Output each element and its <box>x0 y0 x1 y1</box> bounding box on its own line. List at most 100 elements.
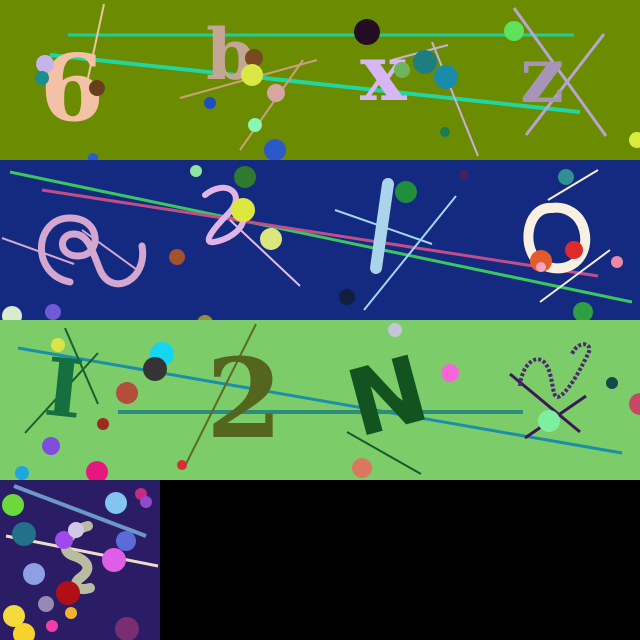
line <box>1 237 75 265</box>
dot <box>267 84 285 102</box>
dot <box>611 256 623 268</box>
dot <box>241 64 263 86</box>
line <box>539 249 611 303</box>
dot <box>441 364 459 382</box>
dot <box>140 496 152 508</box>
dot <box>395 181 417 203</box>
dot <box>504 21 524 41</box>
dot <box>2 306 22 320</box>
dot <box>68 522 84 538</box>
line <box>355 369 419 413</box>
dot <box>629 393 640 415</box>
dot <box>231 198 255 222</box>
line <box>9 170 633 304</box>
dot <box>105 492 127 514</box>
dot <box>354 19 380 45</box>
line <box>363 195 457 311</box>
dot <box>86 461 108 480</box>
line <box>17 346 623 455</box>
panel-4-canvas <box>0 480 160 640</box>
empty-area <box>160 480 640 640</box>
dot <box>234 166 256 188</box>
dot <box>352 458 372 478</box>
dot <box>116 382 138 404</box>
dot <box>15 466 29 480</box>
line <box>524 33 606 136</box>
glyph-l <box>370 178 394 274</box>
dot <box>245 49 263 67</box>
line <box>13 484 147 538</box>
dot <box>169 249 185 265</box>
line <box>183 323 257 469</box>
dot <box>2 494 24 516</box>
dot <box>339 289 355 305</box>
panel-2 <box>0 160 640 320</box>
dot <box>264 139 286 160</box>
dot <box>248 118 262 132</box>
stylized-glyph-right <box>518 342 592 400</box>
dot <box>45 304 61 320</box>
dot <box>530 250 552 272</box>
dot <box>13 623 35 640</box>
stylized-glyph-middle <box>202 184 247 246</box>
dot <box>102 548 126 572</box>
dot <box>606 377 618 389</box>
panel-2-canvas <box>0 160 640 320</box>
panel-4 <box>0 480 160 640</box>
line <box>431 41 479 157</box>
panel-3: I 2 N <box>0 320 640 480</box>
panel-1-background <box>0 0 640 160</box>
dot <box>143 357 167 381</box>
dot <box>388 323 402 337</box>
dot <box>36 55 54 73</box>
line <box>24 352 99 434</box>
dot <box>35 71 49 85</box>
dot <box>260 228 282 250</box>
dot <box>55 531 73 549</box>
dot <box>204 97 216 109</box>
panel-1-canvas: 6 b x z <box>0 0 640 160</box>
dot <box>56 581 80 605</box>
dot <box>51 338 65 352</box>
dot <box>177 460 187 470</box>
dot <box>115 617 139 640</box>
panel-3-canvas: I 2 N <box>0 320 640 480</box>
line <box>239 59 304 151</box>
stylized-glyph-left <box>38 214 147 288</box>
dot <box>413 50 437 74</box>
line <box>512 7 608 137</box>
line <box>87 3 105 79</box>
dot <box>65 607 77 619</box>
dot <box>629 132 640 148</box>
dot <box>536 262 546 272</box>
dot <box>565 241 583 259</box>
dot <box>12 522 36 546</box>
line <box>346 431 422 475</box>
dot <box>434 65 458 89</box>
glyph-2: 2 <box>206 334 283 463</box>
dot <box>23 563 45 585</box>
line <box>547 169 599 201</box>
dot <box>190 165 202 177</box>
dot <box>558 169 574 185</box>
dot <box>46 620 58 632</box>
dot <box>42 437 60 455</box>
dot <box>459 170 469 180</box>
dot <box>573 302 593 320</box>
glyph-z: z <box>520 30 564 121</box>
dot <box>38 596 54 612</box>
dot <box>197 315 213 320</box>
glyph-o <box>523 202 591 274</box>
dot <box>3 605 25 627</box>
dot <box>89 80 105 96</box>
dot <box>440 127 450 137</box>
line <box>49 53 581 114</box>
panel-1: 6 b x z <box>0 0 640 160</box>
line <box>229 219 301 287</box>
line <box>41 188 599 278</box>
dot <box>88 153 98 160</box>
dot <box>394 62 410 78</box>
dot <box>97 418 109 430</box>
line <box>64 327 99 405</box>
dot <box>116 531 136 551</box>
